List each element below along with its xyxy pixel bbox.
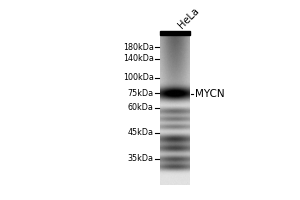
Text: 100kDa: 100kDa <box>123 73 154 82</box>
Bar <box>160 31 190 35</box>
Text: MYCN: MYCN <box>196 89 225 99</box>
Text: 180kDa: 180kDa <box>123 43 154 52</box>
Text: HeLa: HeLa <box>177 5 201 30</box>
Text: 45kDa: 45kDa <box>128 128 154 137</box>
Text: 75kDa: 75kDa <box>128 89 154 98</box>
Text: 35kDa: 35kDa <box>128 154 154 163</box>
Text: 60kDa: 60kDa <box>128 103 154 112</box>
Text: 140kDa: 140kDa <box>123 54 154 63</box>
